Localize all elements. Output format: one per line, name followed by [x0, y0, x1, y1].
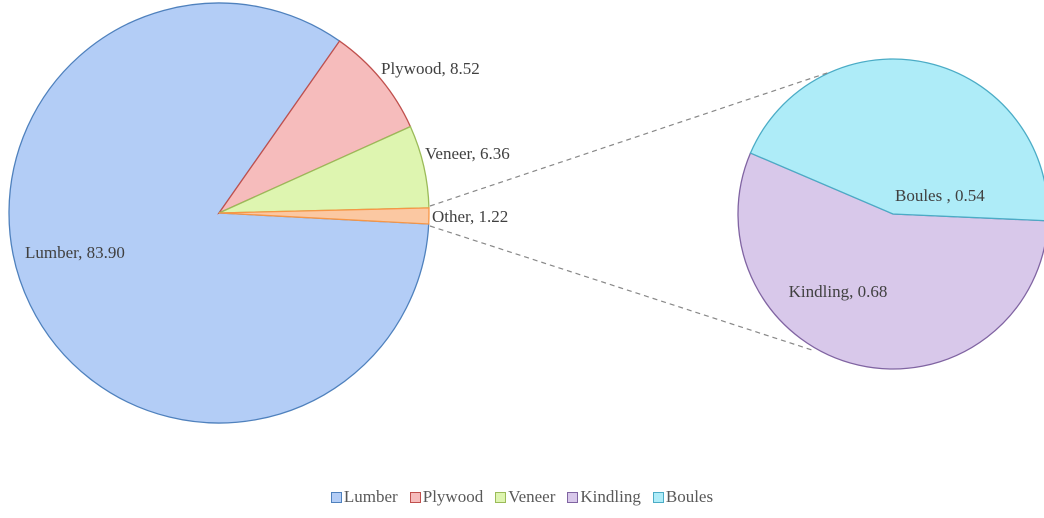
legend-item: Veneer — [495, 487, 555, 507]
legend-label: Plywood — [422, 487, 484, 506]
legend-item: Boules — [652, 487, 714, 507]
connector-line — [429, 225, 813, 351]
pie-slice — [737, 152, 1044, 370]
legend-label: Veneer — [508, 487, 556, 506]
legend-item: Kindling — [567, 487, 641, 507]
connector-line — [429, 71, 831, 207]
legend-label: Boules — [665, 487, 714, 506]
legend-swatch — [567, 491, 579, 503]
data-label: Boules , 0.54 — [895, 186, 985, 205]
data-label: Kindling, 0.68 — [788, 282, 888, 301]
legend-item: Lumber — [330, 487, 398, 507]
data-label: Lumber, 83.90 — [25, 243, 125, 262]
legend: Lumber Plywood Veneer Kindling Boules — [0, 487, 1044, 507]
pie-slice — [217, 40, 412, 215]
legend-swatch — [330, 491, 342, 503]
legend-swatch — [409, 491, 421, 503]
data-label: Plywood, 8.52 — [381, 59, 480, 78]
legend-swatch — [495, 491, 507, 503]
data-label: Veneer, 6.36 — [425, 144, 510, 163]
data-label: Other, 1.22 — [432, 207, 509, 226]
pie-slice — [749, 58, 1044, 222]
legend-swatch — [652, 491, 664, 503]
legend-label: Kindling — [580, 487, 641, 506]
legend-item: Plywood — [409, 487, 484, 507]
legend-label: Lumber — [343, 487, 398, 506]
pie-slice — [218, 207, 430, 225]
